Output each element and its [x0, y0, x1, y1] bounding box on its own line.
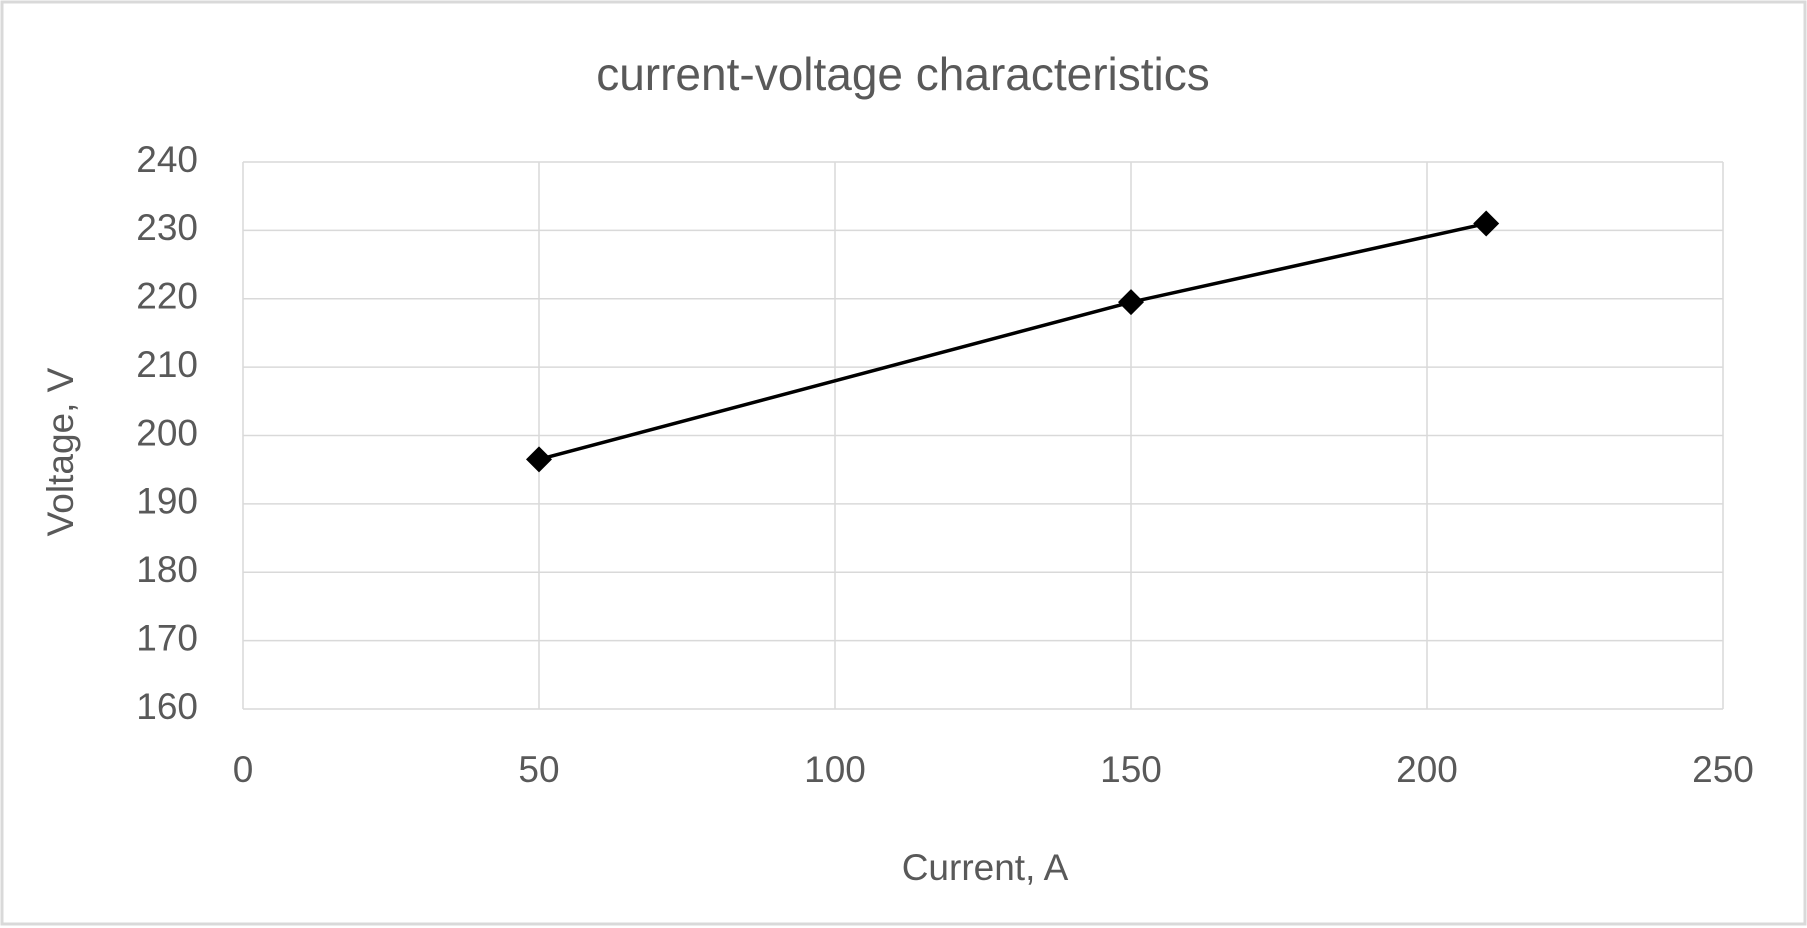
- y-tick-label: 210: [136, 344, 198, 385]
- x-tick-label: 50: [518, 749, 559, 790]
- y-tick-label: 180: [136, 549, 198, 590]
- y-tick-label: 190: [136, 481, 198, 522]
- marker: [526, 446, 552, 473]
- y-tick-label: 230: [136, 207, 198, 248]
- marker: [1473, 210, 1500, 237]
- y-tick-label: 170: [136, 617, 198, 658]
- chart-title: current-voltage characteristics: [596, 48, 1210, 100]
- x-tick-label: 150: [1100, 749, 1162, 790]
- y-axis-title: Voltage, V: [40, 367, 81, 536]
- x-tick-label: 200: [1396, 749, 1458, 790]
- x-tick-label: 100: [804, 749, 866, 790]
- marker: [1118, 289, 1144, 316]
- x-axis-title: Current, A: [902, 847, 1069, 888]
- x-tick-label: 0: [233, 749, 254, 790]
- y-tick-label: 160: [136, 686, 198, 727]
- x-tick-label: 250: [1692, 749, 1754, 790]
- y-tick-label: 240: [136, 139, 198, 180]
- y-tick-label: 200: [136, 412, 198, 453]
- y-tick-label: 220: [136, 276, 198, 317]
